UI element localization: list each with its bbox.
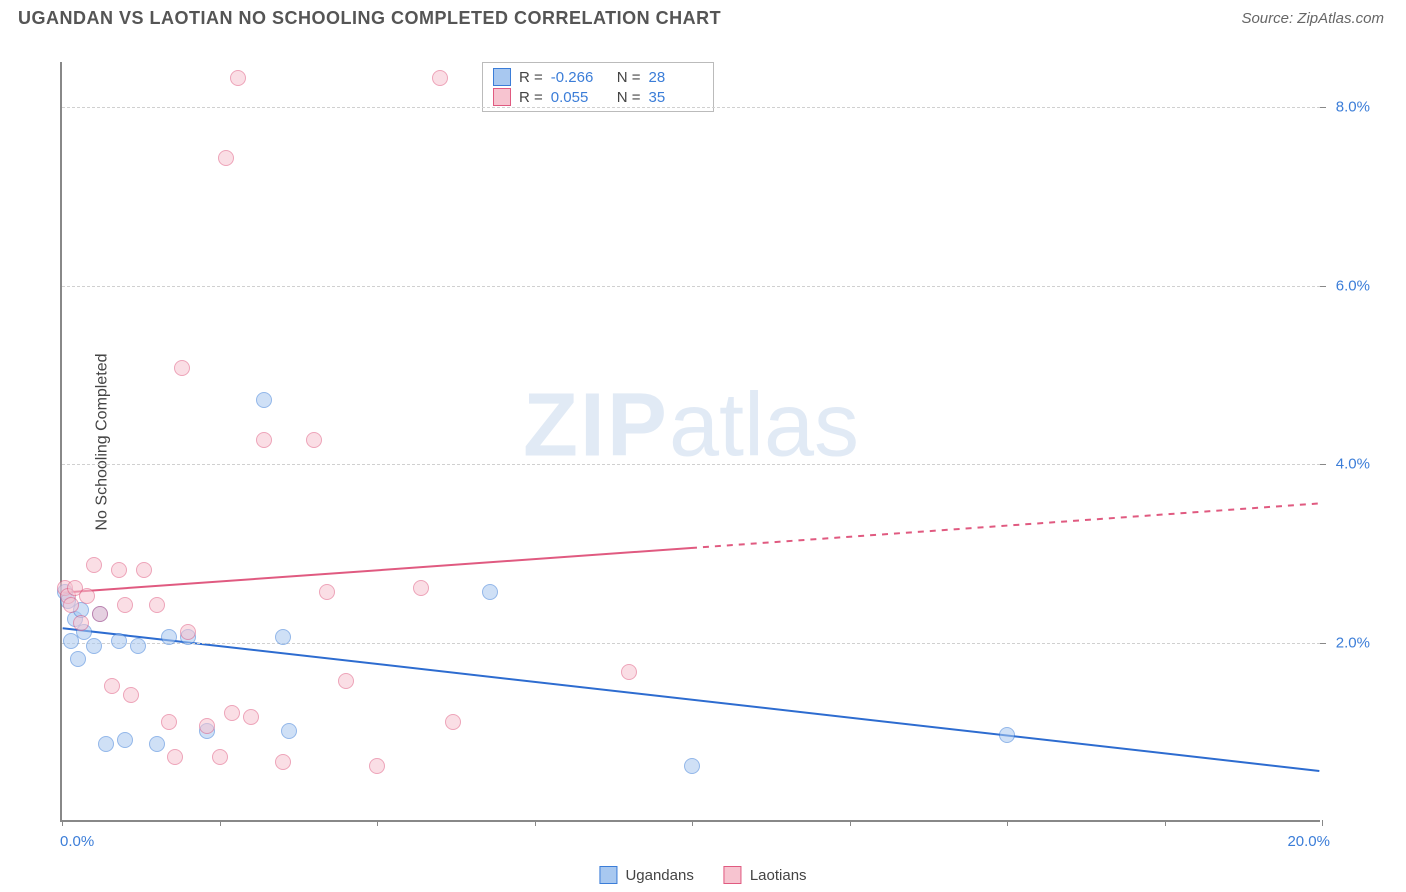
y-tick-label: 8.0% <box>1324 98 1370 115</box>
data-point <box>230 70 246 86</box>
correlation-row-laotians: R = 0.055 N = 35 <box>493 87 703 107</box>
x-tick <box>535 820 536 826</box>
chart-header: UGANDAN VS LAOTIAN NO SCHOOLING COMPLETE… <box>0 0 1406 33</box>
x-axis-max-label: 20.0% <box>1287 833 1330 850</box>
data-point <box>199 718 215 734</box>
data-point <box>174 360 190 376</box>
data-point <box>63 597 79 613</box>
legend-item-ugandans: Ugandans <box>599 866 693 884</box>
data-point <box>482 584 498 600</box>
data-point <box>111 562 127 578</box>
data-point <box>621 664 637 680</box>
data-point <box>86 557 102 573</box>
data-point <box>123 687 139 703</box>
data-point <box>243 709 259 725</box>
chart-title: UGANDAN VS LAOTIAN NO SCHOOLING COMPLETE… <box>18 8 721 29</box>
data-point <box>117 732 133 748</box>
data-point <box>180 624 196 640</box>
x-tick <box>377 820 378 826</box>
data-point <box>149 736 165 752</box>
data-point <box>212 749 228 765</box>
data-point <box>149 597 165 613</box>
swatch-ugandans <box>493 68 511 86</box>
data-point <box>73 615 89 631</box>
x-tick <box>62 820 63 826</box>
data-point <box>281 723 297 739</box>
data-point <box>167 749 183 765</box>
data-point <box>275 754 291 770</box>
swatch-laotians <box>493 88 511 106</box>
data-point <box>111 633 127 649</box>
data-point <box>136 562 152 578</box>
source-attribution: Source: ZipAtlas.com <box>1241 10 1384 27</box>
trendline-solid <box>63 548 691 593</box>
data-point <box>275 629 291 645</box>
y-tick-label: 6.0% <box>1324 277 1370 294</box>
chart-area: No Schooling Completed 0.0% ZIPatlas R =… <box>50 62 1370 822</box>
swatch-ugandans-footer <box>599 866 617 884</box>
data-point <box>256 432 272 448</box>
x-tick <box>850 820 851 826</box>
correlation-legend: R = -0.266 N = 28 R = 0.055 N = 35 <box>482 62 714 112</box>
data-point <box>161 714 177 730</box>
data-point <box>86 638 102 654</box>
data-point <box>319 584 335 600</box>
series-legend: Ugandans Laotians <box>599 866 806 884</box>
x-tick <box>692 820 693 826</box>
gridline <box>62 286 1320 287</box>
legend-item-laotians: Laotians <box>724 866 807 884</box>
x-tick <box>1165 820 1166 826</box>
watermark: ZIPatlas <box>523 374 859 477</box>
gridline <box>62 107 1320 108</box>
data-point <box>117 597 133 613</box>
trendline-dashed <box>691 503 1319 548</box>
trendline-solid <box>63 628 1320 771</box>
trend-lines-layer <box>62 62 1320 820</box>
x-tick <box>220 820 221 826</box>
swatch-laotians-footer <box>724 866 742 884</box>
data-point <box>161 629 177 645</box>
y-tick-label: 4.0% <box>1324 456 1370 473</box>
data-point <box>98 736 114 752</box>
data-point <box>256 392 272 408</box>
data-point <box>999 727 1015 743</box>
x-tick <box>1322 820 1323 826</box>
data-point <box>224 705 240 721</box>
plot-region: ZIPatlas R = -0.266 N = 28 R = 0.055 N =… <box>60 62 1320 822</box>
data-point <box>684 758 700 774</box>
data-point <box>70 651 86 667</box>
data-point <box>130 638 146 654</box>
data-point <box>79 588 95 604</box>
correlation-row-ugandans: R = -0.266 N = 28 <box>493 67 703 87</box>
data-point <box>369 758 385 774</box>
data-point <box>306 432 322 448</box>
data-point <box>445 714 461 730</box>
x-axis-origin-label: 0.0% <box>60 833 94 850</box>
gridline <box>62 643 1320 644</box>
gridline <box>62 464 1320 465</box>
data-point <box>413 580 429 596</box>
data-point <box>104 678 120 694</box>
data-point <box>218 150 234 166</box>
data-point <box>432 70 448 86</box>
data-point <box>92 606 108 622</box>
y-tick-label: 2.0% <box>1324 635 1370 652</box>
x-tick <box>1007 820 1008 826</box>
data-point <box>338 673 354 689</box>
